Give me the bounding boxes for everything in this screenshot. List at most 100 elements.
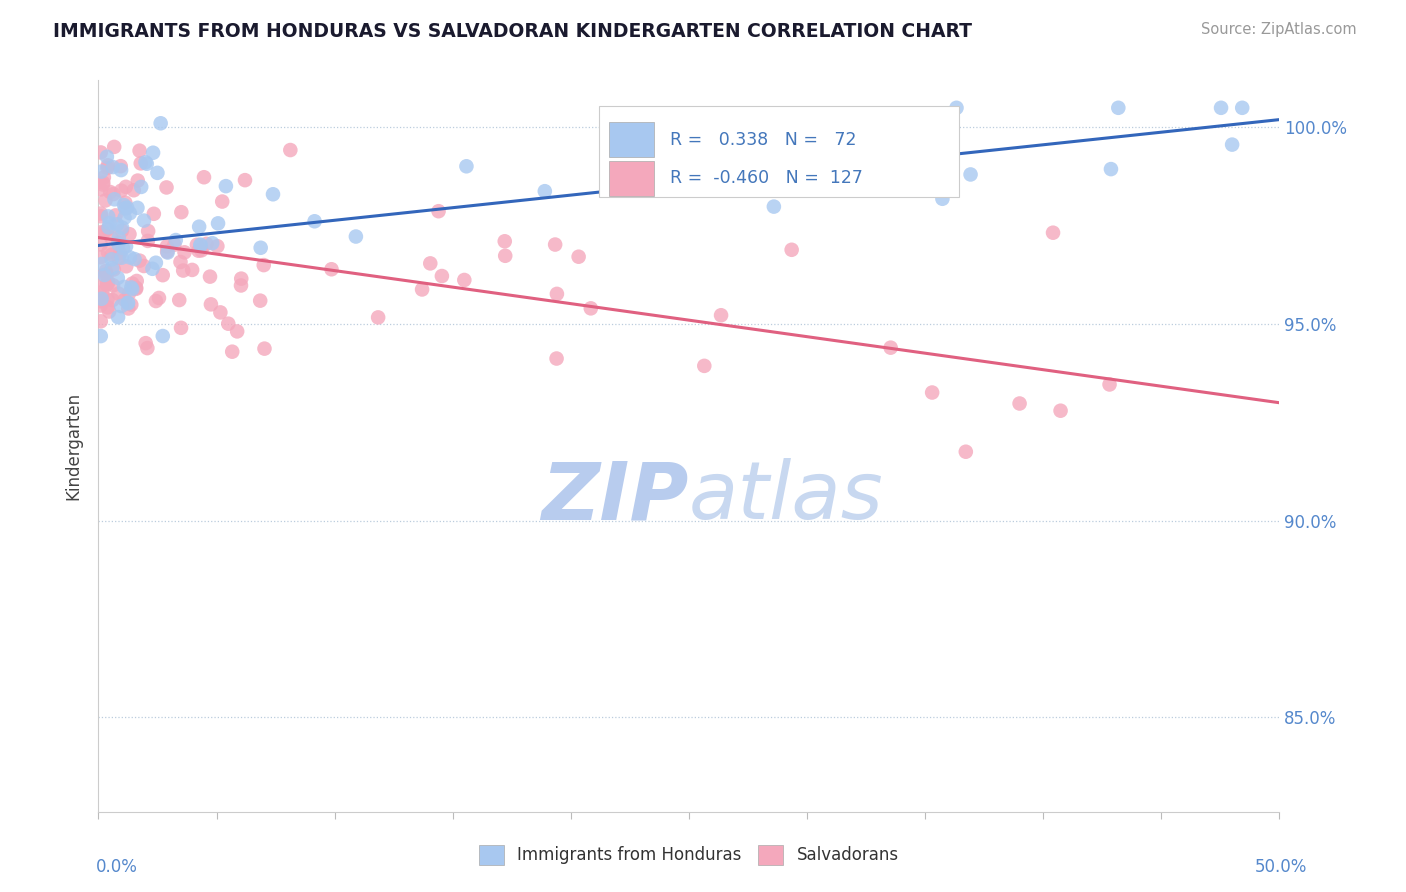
Point [427, 204, 450, 219]
Point [262, 187, 284, 202]
Point [90, 292, 112, 306]
Text: R =  -0.460   N =  127: R = -0.460 N = 127 [671, 169, 863, 187]
Point [91, 285, 114, 299]
Point [879, 341, 901, 355]
Point [96, 277, 118, 292]
Point [494, 234, 516, 248]
Point [127, 173, 149, 187]
Point [217, 317, 239, 331]
Point [152, 268, 174, 282]
Point [207, 239, 229, 253]
Point [115, 201, 138, 215]
Point [90, 250, 112, 264]
Point [96, 277, 118, 292]
Point [100, 230, 122, 244]
Point [419, 256, 441, 270]
Point [1107, 101, 1129, 115]
Point [125, 274, 148, 288]
Point [108, 246, 131, 260]
Point [321, 262, 343, 277]
Point [90, 145, 112, 160]
Point [304, 214, 326, 228]
Point [188, 219, 211, 234]
Point [156, 245, 179, 260]
Point [111, 251, 134, 265]
Point [111, 241, 134, 255]
Point [112, 198, 135, 212]
Point [190, 238, 212, 252]
Point [136, 341, 159, 355]
Point [90, 257, 112, 271]
Point [94, 264, 117, 278]
Point [94, 194, 117, 208]
Point [114, 202, 136, 216]
Point [209, 305, 232, 319]
Point [172, 263, 194, 277]
Point [215, 179, 238, 194]
Point [114, 293, 136, 307]
Point [118, 206, 141, 220]
Point [110, 184, 132, 198]
Point [146, 166, 169, 180]
Point [145, 293, 167, 308]
Point [96, 150, 118, 164]
Text: atlas: atlas [689, 458, 884, 536]
Point [132, 259, 155, 273]
Point [135, 157, 157, 171]
Point [169, 255, 191, 269]
Point [762, 200, 785, 214]
Point [101, 293, 124, 307]
Point [211, 194, 233, 209]
Point [494, 249, 516, 263]
Point [568, 250, 591, 264]
Point [129, 180, 152, 194]
Point [121, 277, 143, 291]
Point [1098, 377, 1121, 392]
Point [101, 160, 124, 174]
Point [96, 293, 118, 307]
Point [253, 258, 276, 272]
Point [108, 230, 131, 244]
Point [118, 227, 141, 242]
Point [107, 270, 129, 285]
Point [110, 159, 132, 173]
Point [152, 329, 174, 343]
Point [128, 144, 150, 158]
Point [226, 325, 249, 339]
Point [163, 237, 186, 252]
Point [344, 229, 367, 244]
Point [90, 210, 112, 224]
Point [98, 216, 121, 230]
Point [233, 173, 256, 187]
Point [101, 261, 124, 276]
Point [97, 301, 120, 315]
Point [142, 207, 165, 221]
Point [453, 273, 475, 287]
Point [278, 143, 301, 157]
Point [173, 245, 195, 260]
Point [103, 262, 125, 277]
Point [156, 244, 179, 259]
Point [90, 225, 112, 239]
Point [117, 301, 139, 316]
Point [112, 280, 135, 294]
Point [533, 184, 555, 198]
Point [187, 244, 209, 258]
Point [93, 268, 115, 283]
Point [195, 236, 218, 251]
Point [100, 248, 122, 262]
Point [710, 308, 733, 322]
Point [170, 205, 193, 219]
Point [90, 164, 112, 178]
Text: Source: ZipAtlas.com: Source: ZipAtlas.com [1201, 22, 1357, 37]
Point [117, 296, 139, 310]
Point [780, 243, 803, 257]
Point [104, 208, 127, 222]
Text: 0.0%: 0.0% [96, 858, 138, 876]
Point [128, 253, 150, 268]
Point [90, 237, 112, 252]
Point [107, 235, 129, 250]
Point [93, 268, 115, 282]
Point [121, 282, 143, 296]
Point [90, 206, 112, 220]
